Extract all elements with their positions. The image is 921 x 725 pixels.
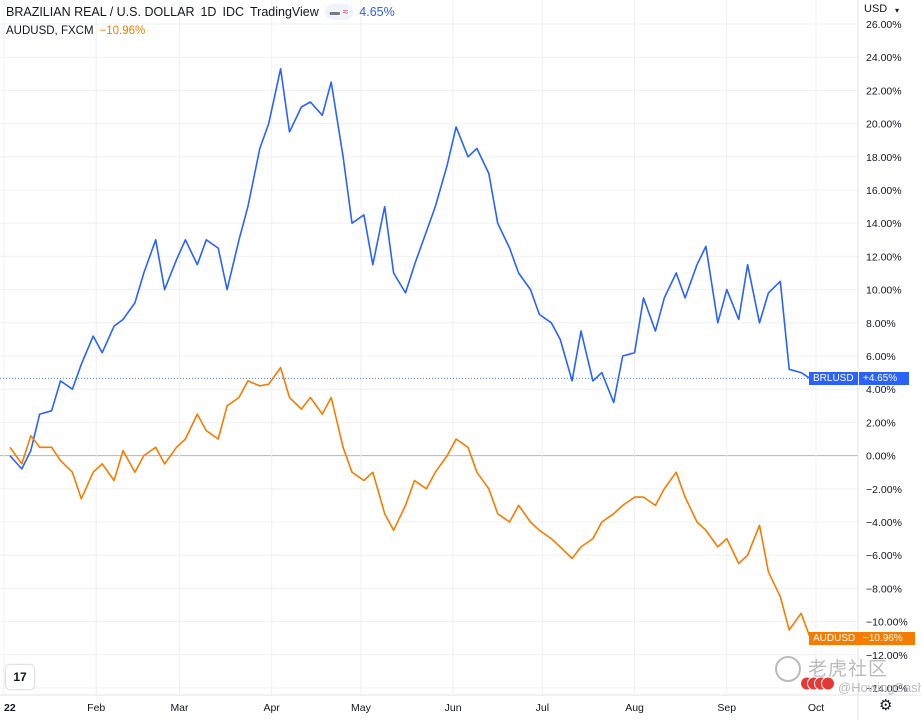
legend-compare[interactable]: AUDUSD, FXCM −10.96% [6,25,145,37]
y-tick-label: −8.00% [866,583,902,595]
x-tick-label: Aug [625,702,644,714]
source-label: IDC [222,5,244,19]
x-tick-label: Sep [717,702,736,714]
change-label: 4.65% [359,5,395,19]
platform-label: TradingView [250,5,319,19]
indicator-pill[interactable]: ▬ ≈ [324,4,354,20]
y-tick-label: 24.00% [866,52,902,64]
x-tick-label: 22 [4,702,16,714]
y-tick-label: 22.00% [866,85,902,97]
watermark-handle: @HowingCash [838,680,921,695]
y-tick-label: −6.00% [866,550,902,562]
aud-price-tag: AUDUSD [809,631,860,645]
y-tick-label: −14.00% [866,683,908,695]
gear-icon[interactable]: ⚙ [879,697,893,714]
y-tick-label: 8.00% [866,318,896,330]
x-tick-label: Jul [536,702,549,714]
y-tick-label: 12.00% [866,251,902,263]
watermark-text: 老虎社区 [808,659,889,680]
y-tick-label: 0.00% [866,451,896,463]
series-line-audusd[interactable] [9,366,811,638]
symbol-title[interactable]: BRAZILIAN REAL / U.S. DOLLAR [6,5,195,19]
currency-selector[interactable]: USD [864,3,888,15]
y-axis: 26.00% 24.00% 22.00% 20.00% 18.00% 16.00% 14.0… [866,19,908,695]
series-line-brlusd[interactable] [9,68,811,470]
aud-value-tag: −10.96% [859,631,915,645]
y-tick-label: 2.00% [866,417,896,429]
tradingview-logo-icon[interactable]: 17 [6,665,34,689]
y-tick-label: 18.00% [866,152,902,164]
pill-right-icon[interactable]: ≈ [342,6,349,18]
chevron-down-icon[interactable]: ▾ [895,6,900,15]
legend-main[interactable]: BRAZILIAN REAL / U.S. DOLLAR 1D IDC Trad… [6,4,395,20]
y-tick-label: −2.00% [866,484,902,496]
y-tick-label: 14.00% [866,218,902,230]
y-tick-label: 16.00% [866,185,902,197]
y-tick-label: 4.00% [866,384,896,396]
x-tick-label: May [351,702,372,714]
y-tick-label: 20.00% [866,119,902,131]
y-tick-label: −4.00% [866,517,902,529]
x-tick-label: Apr [264,702,281,714]
y-tick-label: −12.00% [866,650,908,662]
y-tick-label: 10.00% [866,285,902,297]
y-tick-label: 26.00% [866,19,902,31]
pill-left-icon[interactable]: ▬ [329,6,340,18]
x-tick-label: Feb [87,702,105,714]
y-tick-label: −10.00% [866,617,908,629]
currency-flags-icon [800,676,835,691]
x-axis: 22 Feb Mar Apr May Jun Jul Aug Sep Oct [4,702,824,714]
brl-value-tag: +4.65% [859,372,909,386]
compare-symbol[interactable]: AUDUSD, FXCM [6,25,94,37]
tiger-logo-icon [775,656,801,682]
y-tick-label: 6.00% [866,351,896,363]
brl-price-tag: BRLUSD [809,372,858,386]
interval-label[interactable]: 1D [200,5,217,19]
series-layer [0,68,858,638]
x-tick-label: Jun [445,702,462,714]
compare-change: −10.96% [99,25,146,37]
x-tick-label: Mar [170,702,189,714]
x-tick-label: Oct [808,702,824,714]
